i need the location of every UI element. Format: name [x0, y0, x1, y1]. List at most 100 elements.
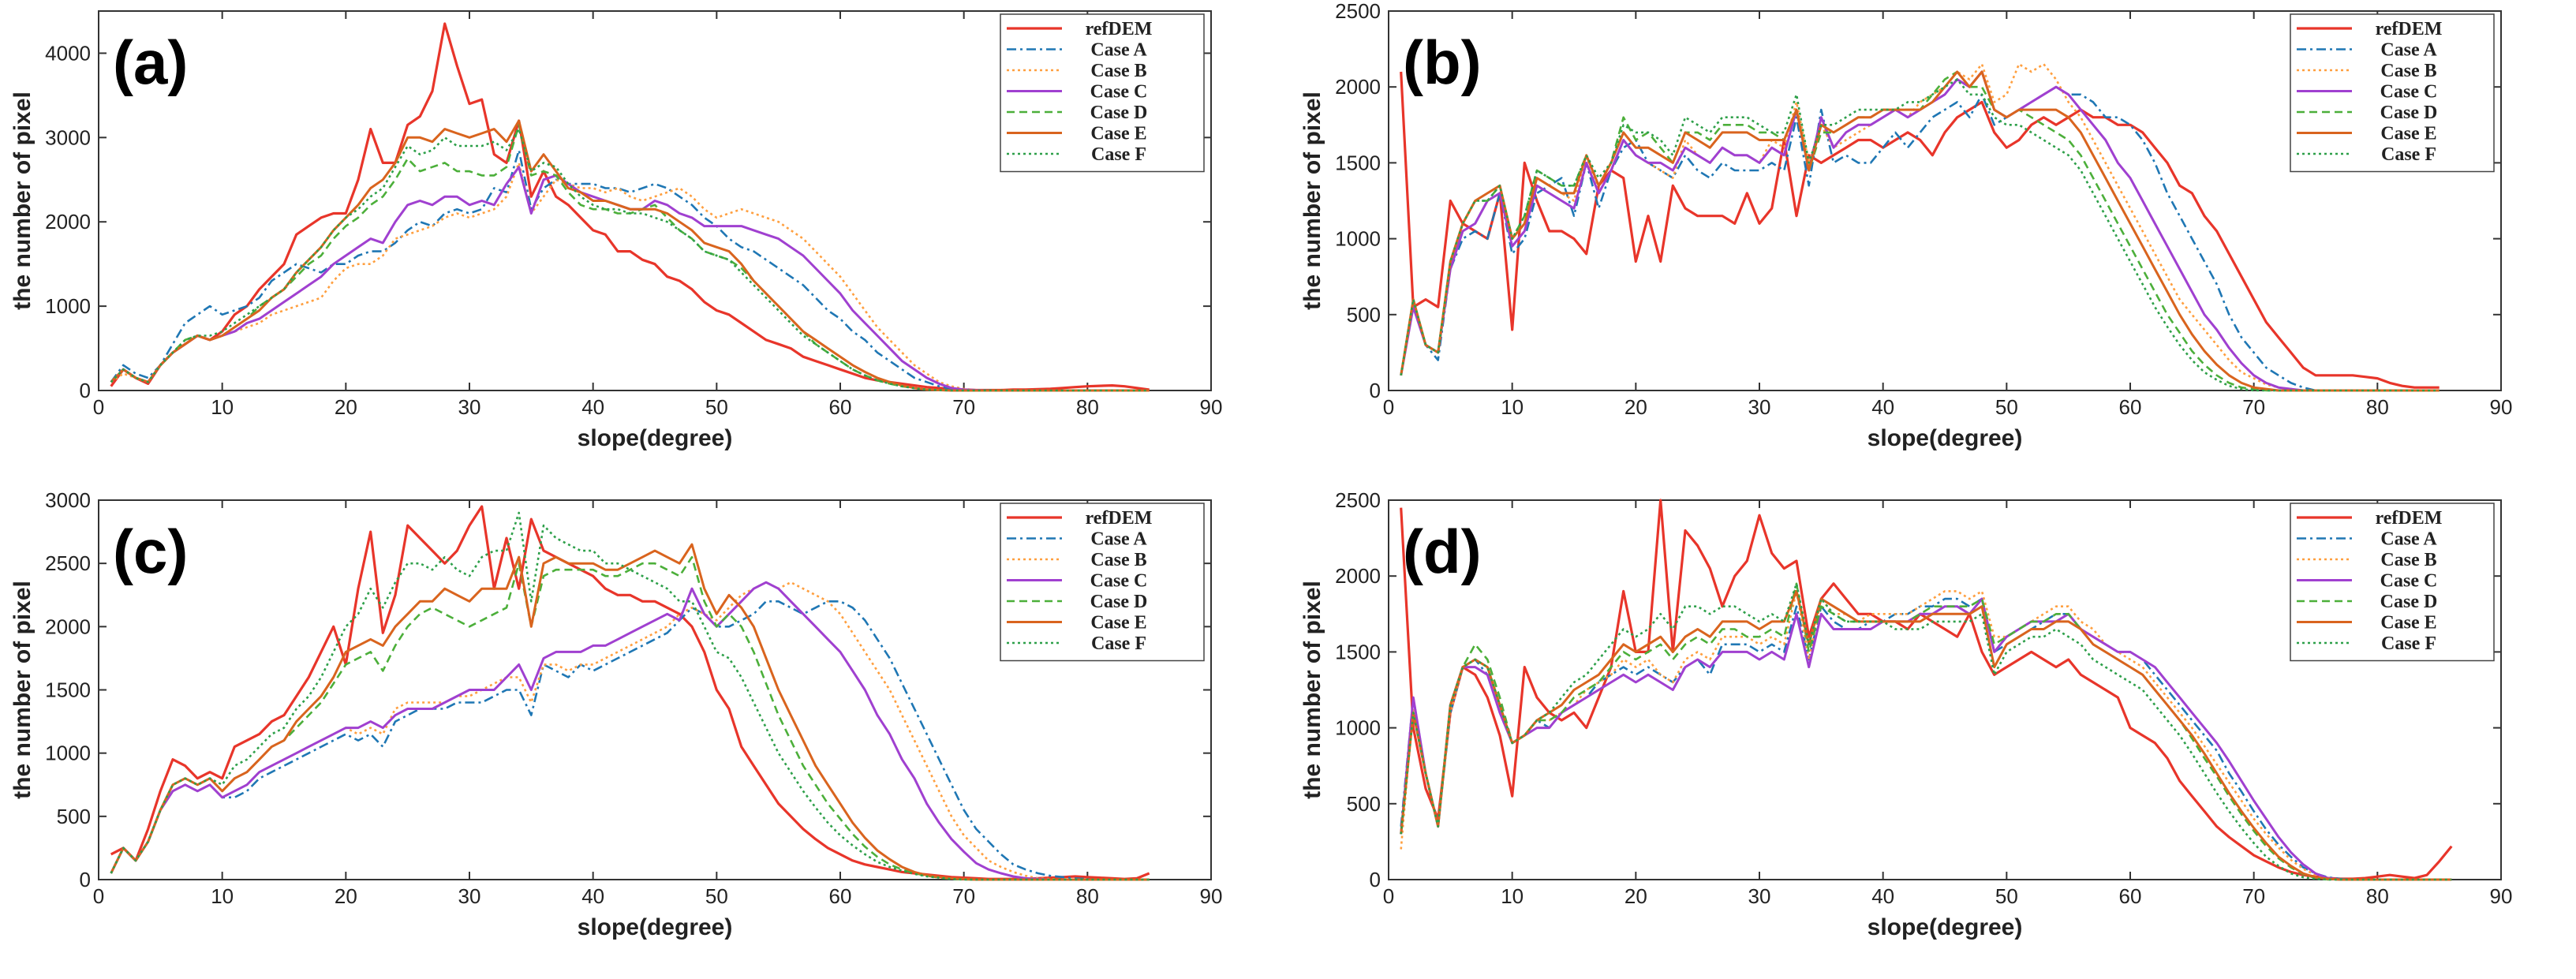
- chart-a-ytick-label: 3000: [45, 125, 91, 149]
- chart-b: 0 10 20 30 40 50 60 70 80 90 0 500 1000 1500 2000 2500 s…: [1299, 0, 2513, 451]
- chart-b-xtick-label: 90: [2490, 395, 2513, 419]
- chart-b-legend-label-case-d: Case D: [2380, 103, 2438, 123]
- chart-b-ytick-label: 500: [1347, 303, 1381, 327]
- chart-c-ytick-label: 0: [80, 868, 91, 891]
- chart-b-ytick-label: 0: [1370, 379, 1381, 402]
- chart-a-xtick-label: 60: [829, 395, 852, 419]
- chart-d-legend-label-case-b: Case B: [2380, 550, 2436, 570]
- chart-c-ytick-label: 1500: [45, 678, 91, 702]
- chart-c-xtick-label: 20: [335, 884, 357, 908]
- chart-c-panel-tag: (c): [113, 517, 188, 586]
- chart-b-legend-label-case-e: Case E: [2380, 124, 2436, 144]
- chart-d-xtick-label: 10: [1501, 884, 1524, 908]
- chart-d-ytick-label: 2500: [1335, 489, 1381, 512]
- chart-d-ytick-label: 0: [1370, 868, 1381, 891]
- chart-c-ytick-label: 3000: [45, 489, 91, 512]
- chart-d-legend-label-case-e: Case E: [2380, 613, 2436, 633]
- chart-b-xtick-label: 0: [1383, 395, 1394, 419]
- chart-d-ytick-label: 2000: [1335, 564, 1381, 588]
- chart-a-xtick-label: 10: [211, 395, 234, 419]
- chart-a-legend-label-case-d: Case D: [1090, 103, 1148, 123]
- chart-a-xtick-label: 20: [335, 395, 357, 419]
- chart-c-legend-label-case-e: Case E: [1090, 613, 1146, 633]
- chart-a-legend-box: [1000, 13, 1205, 173]
- chart-c-xlabel: slope(degree): [578, 914, 733, 940]
- chart-c-ytick-label: 2000: [45, 615, 91, 638]
- chart-b-xtick-label: 10: [1501, 395, 1524, 419]
- panel-c: 0 10 20 30 40 50 60 70 80 90 0 500 1000 1500 2000 2500 3…: [0, 489, 1286, 978]
- chart-c-legend-label-case-c: Case C: [1090, 571, 1148, 592]
- chart-a-xtick-label: 0: [93, 395, 104, 419]
- chart-c-xtick-label: 50: [705, 884, 728, 908]
- chart-c-ytick-label: 500: [57, 805, 91, 828]
- chart-a: 0 10 20 30 40 50 60 70 80 90 0 1000 2000 3000 4000 slop…: [9, 10, 1223, 451]
- chart-a-xtick-label: 30: [458, 395, 481, 419]
- chart-b-xtick-label: 30: [1748, 395, 1771, 419]
- chart-d-series-case-b: [1400, 590, 2452, 881]
- chart-c-legend-label-case-d: Case D: [1090, 592, 1148, 612]
- chart-b-ylabel: the number of pixel: [1299, 92, 1325, 310]
- chart-a-ytick-label: 1000: [45, 294, 91, 318]
- chart-b-xtick-label: 60: [2119, 395, 2142, 419]
- chart-a-ylabel: the number of pixel: [9, 92, 36, 310]
- chart-c-xtick-label: 0: [93, 884, 104, 908]
- panel-d: 0 10 20 30 40 50 60 70 80 90 0 500 1000 1500 2000 2500 s…: [1290, 489, 2576, 978]
- chart-d-xtick-label: 50: [1995, 884, 2018, 908]
- chart-d-ylabel: the number of pixel: [1299, 581, 1325, 799]
- chart-b-legend-label-refdem: refDEM: [2376, 19, 2443, 39]
- chart-a-xtick-label: 90: [1200, 395, 1223, 419]
- chart-a-legend-label-case-e: Case E: [1090, 124, 1146, 144]
- chart-a-xtick-label: 80: [1076, 395, 1099, 419]
- chart-a-legend-label-case-b: Case B: [1090, 61, 1146, 81]
- chart-c-xtick-label: 30: [458, 884, 481, 908]
- chart-d-series-case-d: [1400, 582, 2452, 881]
- chart-c-xtick-label: 40: [581, 884, 604, 908]
- chart-b-xlabel: slope(degree): [1868, 425, 2023, 451]
- chart-d-xtick-label: 90: [2490, 884, 2513, 908]
- chart-c-series-case-c: [110, 581, 1150, 881]
- chart-c-legend-label-case-b: Case B: [1090, 550, 1146, 570]
- chart-a-xlabel: slope(degree): [578, 425, 733, 451]
- chart-d-series-case-c: [1400, 597, 2452, 881]
- chart-b-xtick-label: 70: [2242, 395, 2265, 419]
- chart-a-ytick-label: 4000: [45, 41, 91, 65]
- chart-c-xtick-label: 70: [952, 884, 975, 908]
- chart-c-series-case-f: [110, 511, 1150, 881]
- chart-b-series-case-e: [1400, 70, 2440, 392]
- chart-b-xtick-label: 50: [1995, 395, 2018, 419]
- chart-a-legend-label-case-c: Case C: [1090, 82, 1148, 103]
- chart-b-xtick-label: 80: [2366, 395, 2389, 419]
- chart-b-legend-box: [2290, 13, 2495, 173]
- chart-d-ytick-label: 1500: [1335, 640, 1381, 663]
- chart-d: 0 10 20 30 40 50 60 70 80 90 0 500 1000 1500 2000 2500 s…: [1299, 489, 2513, 940]
- chart-b-legend-label-case-f: Case F: [2381, 144, 2436, 165]
- chart-c-xtick-label: 80: [1076, 884, 1099, 908]
- chart-b-ytick-label: 2500: [1335, 0, 1381, 23]
- chart-b-legend-label-case-c: Case C: [2380, 82, 2438, 103]
- chart-d-xlabel: slope(degree): [1868, 914, 2023, 940]
- chart-a-xtick-label: 70: [952, 395, 975, 419]
- chart-d-xtick-label: 20: [1624, 884, 1647, 908]
- chart-b-legend-label-case-b: Case B: [2380, 61, 2436, 81]
- panel-a: 0 10 20 30 40 50 60 70 80 90 0 1000 2000 3000 4000 slop…: [0, 0, 1286, 489]
- chart-a-legend-label-case-f: Case F: [1091, 144, 1146, 165]
- chart-a-ytick-label: 2000: [45, 210, 91, 234]
- chart-d-series-case-e: [1400, 589, 2452, 881]
- chart-c-ytick-label: 1000: [45, 742, 91, 765]
- chart-a-series-case-f: [110, 128, 1150, 392]
- chart-c: 0 10 20 30 40 50 60 70 80 90 0 500 1000 1500 2000 2500 3…: [9, 489, 1222, 940]
- chart-c-legend-box: [1000, 503, 1205, 662]
- chart-a-xtick-label: 40: [581, 395, 604, 419]
- chart-b-series-case-f: [1400, 78, 2440, 392]
- chart-d-xtick-label: 40: [1871, 884, 1894, 908]
- chart-a-panel-tag: (a): [113, 28, 188, 97]
- chart-b-xtick-label: 40: [1871, 395, 1894, 419]
- chart-d-ytick-label: 500: [1347, 792, 1381, 816]
- chart-b-xtick-label: 20: [1624, 395, 1647, 419]
- chart-c-ytick-label: 2500: [45, 551, 91, 575]
- chart-d-panel-tag: (d): [1403, 517, 1482, 586]
- chart-b-series-refdem: [1400, 71, 2440, 389]
